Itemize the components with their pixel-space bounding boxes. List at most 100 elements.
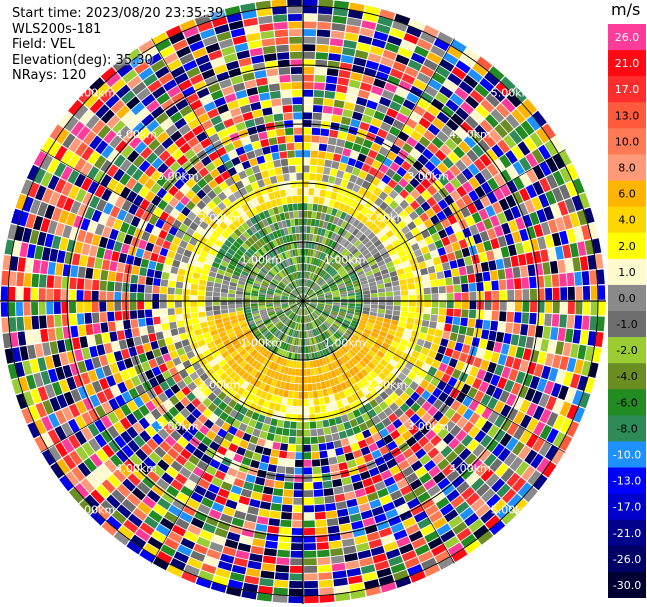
range-gate xyxy=(187,381,197,392)
range-gate xyxy=(303,6,318,14)
range-gate xyxy=(545,444,559,461)
range-gate xyxy=(283,278,289,285)
range-gate xyxy=(337,282,345,288)
range-gate xyxy=(551,232,562,247)
range-gate xyxy=(297,287,301,295)
range-gate xyxy=(431,232,441,242)
range-gate xyxy=(121,498,137,513)
range-gate xyxy=(317,293,324,297)
range-gate xyxy=(233,557,248,567)
range-gate xyxy=(544,234,554,248)
range-gate xyxy=(286,459,295,467)
range-gate xyxy=(264,320,272,326)
colorbar-tick-label: -6.0 xyxy=(616,396,637,409)
range-gate xyxy=(214,24,230,35)
range-gate xyxy=(114,301,122,311)
range-gate xyxy=(436,130,449,143)
range-gate xyxy=(361,249,370,257)
range-gate xyxy=(490,238,500,250)
range-gate xyxy=(413,216,423,227)
range-gate xyxy=(189,237,198,246)
range-gate xyxy=(323,167,331,175)
colorbar-swatch xyxy=(608,363,646,390)
range-gate xyxy=(289,303,297,307)
range-gate xyxy=(258,229,265,238)
range-gate xyxy=(520,120,535,136)
range-gate xyxy=(361,20,377,30)
range-gate xyxy=(260,30,275,40)
range-gate xyxy=(317,305,324,309)
range-gate xyxy=(287,150,295,158)
range-gate xyxy=(287,320,292,327)
range-gate xyxy=(281,504,293,512)
range-gate xyxy=(256,516,269,525)
range-gate xyxy=(206,315,215,322)
range-gate xyxy=(369,311,377,317)
range-gate xyxy=(243,291,251,296)
colorbar-tick-label: 21.0 xyxy=(615,57,640,70)
range-gate xyxy=(272,106,283,114)
range-gate xyxy=(69,277,77,290)
range-gate xyxy=(293,127,303,135)
range-gate xyxy=(426,104,440,117)
range-gate xyxy=(270,144,279,153)
range-gate xyxy=(446,469,460,483)
range-gate xyxy=(311,313,316,320)
range-gate xyxy=(311,451,320,459)
range-gate xyxy=(120,186,131,199)
range-gate xyxy=(506,472,521,488)
range-gate xyxy=(270,394,278,403)
range-gate xyxy=(365,392,374,402)
range-gate xyxy=(475,503,490,518)
range-gate xyxy=(179,466,192,479)
range-gate xyxy=(266,273,274,279)
range-gate xyxy=(121,444,135,458)
range-gate xyxy=(503,134,517,149)
range-gate xyxy=(68,289,76,301)
range-gate xyxy=(307,256,310,264)
range-gate xyxy=(285,335,290,343)
range-gate xyxy=(284,413,292,421)
range-gate xyxy=(455,501,470,515)
range-gate xyxy=(193,377,203,387)
range-gate xyxy=(262,375,270,384)
range-gate xyxy=(423,307,431,314)
range-gate xyxy=(25,258,34,273)
range-gate xyxy=(303,66,315,74)
range-gate xyxy=(384,42,400,54)
range-gate xyxy=(234,329,243,335)
range-gate xyxy=(339,325,347,332)
range-gate xyxy=(355,415,365,425)
range-gate xyxy=(329,129,339,138)
range-gate xyxy=(310,345,314,353)
range-gate xyxy=(185,365,195,375)
range-gate xyxy=(221,309,229,314)
range-gate xyxy=(275,289,283,293)
range-gate xyxy=(214,417,225,428)
range-gate xyxy=(427,537,443,550)
range-gate xyxy=(342,445,352,454)
range-gate xyxy=(87,335,96,347)
range-gate xyxy=(374,560,390,571)
range-gate xyxy=(355,231,363,239)
range-gate xyxy=(250,386,259,395)
range-gate xyxy=(199,279,207,286)
range-gate xyxy=(281,220,287,228)
range-gate xyxy=(64,338,74,352)
range-gate xyxy=(22,227,32,243)
range-gate xyxy=(432,256,442,266)
range-gate xyxy=(289,580,303,589)
range-gate xyxy=(312,312,317,319)
range-gate xyxy=(353,264,362,271)
range-gate xyxy=(354,331,362,338)
range-gate xyxy=(167,287,175,295)
range-gate xyxy=(218,346,227,355)
range-gate xyxy=(336,280,344,286)
range-gate xyxy=(251,308,259,312)
range-gate xyxy=(309,338,313,346)
range-gate xyxy=(414,172,426,183)
range-gate xyxy=(299,316,302,323)
range-gate xyxy=(158,363,168,373)
colorbar-tick-label: -30.0 xyxy=(613,579,641,592)
range-gate xyxy=(262,266,270,273)
